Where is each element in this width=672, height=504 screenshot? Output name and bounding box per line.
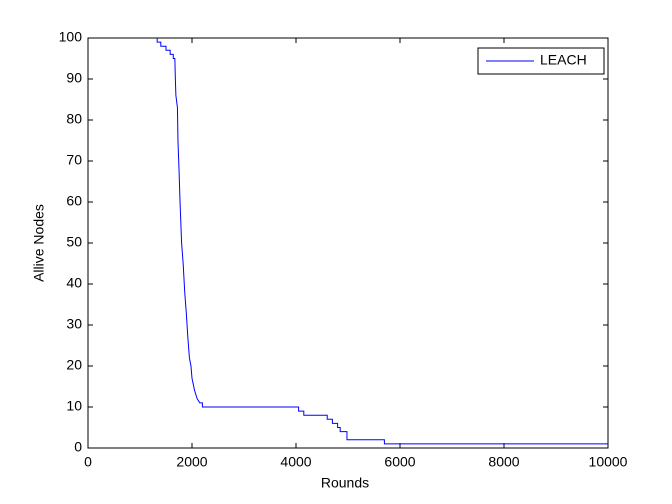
x-axis-label: Rounds: [321, 475, 369, 491]
y-tick-label: 40: [66, 275, 82, 291]
y-tick-label: 80: [66, 111, 82, 127]
x-tick-label: 2000: [176, 454, 207, 470]
y-tick-label: 20: [66, 357, 82, 373]
legend-label: LEACH: [540, 52, 587, 68]
y-tick-label: 50: [66, 234, 82, 250]
y-tick-label: 60: [66, 193, 82, 209]
x-tick-label: 10000: [589, 454, 628, 470]
y-tick-label: 70: [66, 152, 82, 168]
y-tick-label: 90: [66, 70, 82, 86]
y-tick-label: 100: [59, 29, 83, 45]
plot-area: [87, 37, 609, 449]
x-tick-label: 4000: [280, 454, 311, 470]
x-tick-label: 8000: [488, 454, 519, 470]
y-axis-label: Allive Nodes: [31, 204, 47, 282]
y-tick-label: 0: [74, 439, 82, 455]
y-tick-label: 30: [66, 316, 82, 332]
x-tick-label: 6000: [384, 454, 415, 470]
x-tick-label: 0: [84, 454, 92, 470]
data-line: [156, 38, 608, 445]
y-tick-label: 10: [66, 398, 82, 414]
